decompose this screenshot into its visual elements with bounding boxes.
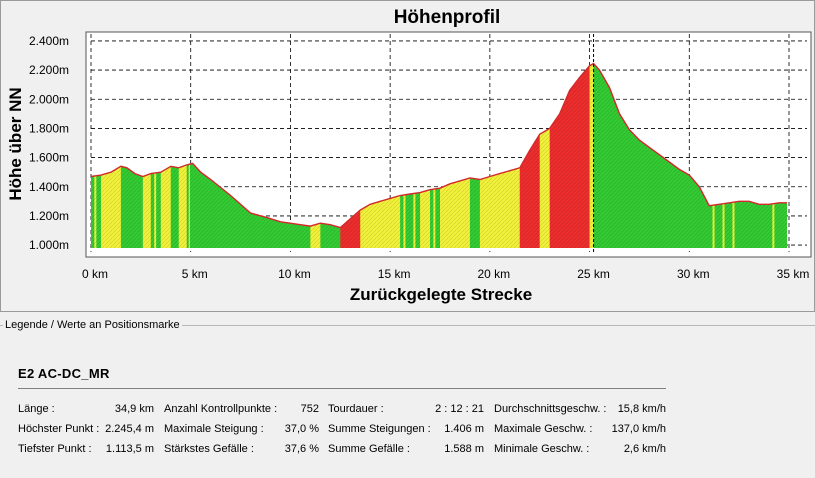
stat-value: 1.406 m [444,423,484,435]
route-divider [18,388,666,389]
y-axis-label: Höhe über NN [6,87,25,200]
elevation-chart[interactable]: Höhenprofil 1.000m 1.200m 1.400m 1.600m 1.80… [1,1,814,311]
y-tick-label: 2.000m [29,92,69,106]
x-tick-label: 15 km [378,267,411,281]
y-tick-label: 2.400m [29,34,69,48]
y-tick-label: 1.400m [29,180,69,194]
stat-label: Maximale Steigung : [164,423,264,435]
x-tick-label: 20 km [478,267,511,281]
stat-label: Minimale Geschw. : [494,443,590,455]
stat-value: 1.113,5 m [105,443,154,455]
x-tick-label: 5 km [182,267,208,281]
stat-label: Summe Gefälle : [328,443,410,455]
stat-label: Stärkstes Gefälle : [164,443,254,455]
stat-label: Tourdauer : [328,403,384,415]
chart-panel: Höhenprofil 1.000m 1.200m 1.400m 1.600m 1.80… [0,0,815,312]
y-tick-label: 2.200m [29,63,69,77]
legend-separator: Legende / Werte an Positionsmarke [0,318,815,332]
y-tick-label: 1.800m [29,121,69,135]
stat-value: 1.588 m [444,443,484,455]
stat-label: Summe Steigungen : [328,423,431,435]
legend-title: Legende / Werte an Positionsmarke [3,318,182,332]
y-tick-label: 1.600m [29,151,69,165]
x-axis-label: Zurückgelegte Strecke [350,285,532,304]
stat-value: 137,0 km/h [611,423,666,435]
stat-label: Durchschnittsgeschw. : [494,403,607,415]
y-axis-ticks: 1.000m 1.200m 1.400m 1.600m 1.800m 2.000m 2.20… [29,34,69,252]
x-tick-label: 0 km [82,267,108,281]
stat-value: 752 [300,403,319,415]
stat-label: Länge : [18,403,55,415]
stat-label: Maximale Geschw. : [494,423,593,435]
stat-value: 34,9 km [114,403,154,415]
stat-value: 2 : 12 : 21 [435,403,484,415]
stat-value: 37,0 % [284,423,319,435]
elevation-outline [90,62,787,229]
stat-label: Tiefster Punkt : [18,443,92,455]
route-info-panel: E2 AC-DC_MR Länge : 34,9 km Höchster Pun… [0,336,815,478]
y-tick-label: 1.200m [29,209,69,223]
chart-title: Höhenprofil [394,7,501,28]
x-tick-label: 25 km [577,267,610,281]
route-name: E2 AC-DC_MR [18,366,110,381]
stat-value: 15,8 km/h [617,403,666,415]
x-tick-label: 30 km [677,267,710,281]
stat-label: Höchster Punkt : [18,423,100,435]
x-tick-label: 35 km [777,267,810,281]
stat-label: Anzahl Kontrollpunkte : [164,403,278,415]
x-axis-ticks: 0 km 5 km 10 km 15 km 20 km 25 km 30 km 35 km [82,267,809,281]
stat-value: 37,6 % [284,443,319,455]
stat-value: 2.245,4 m [105,423,154,435]
x-tick-label: 10 km [278,267,311,281]
y-tick-label: 1.000m [29,238,69,252]
stat-value: 2,6 km/h [623,443,666,455]
